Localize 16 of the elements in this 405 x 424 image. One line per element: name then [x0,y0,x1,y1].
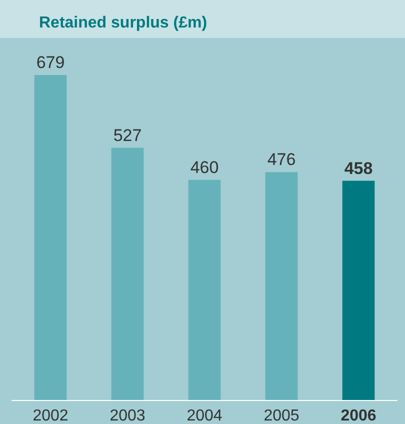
bar [342,180,375,400]
data-label: 527 [113,126,142,145]
x-tick-label: 2005 [264,408,300,424]
x-tick-label: 2002 [32,408,68,424]
data-label: 476 [267,150,296,170]
data-label: 458 [344,158,373,178]
bar [34,75,67,400]
data-label: 679 [36,53,65,72]
bar [265,172,298,400]
x-tick-label: 2004 [186,408,222,424]
bar [111,148,144,400]
chart-title: Retained surplus (£m) [39,14,208,32]
x-tick-label: 2006 [340,408,376,424]
bar [188,180,221,400]
x-tick-label: 2003 [110,408,146,424]
data-label: 460 [190,158,219,177]
